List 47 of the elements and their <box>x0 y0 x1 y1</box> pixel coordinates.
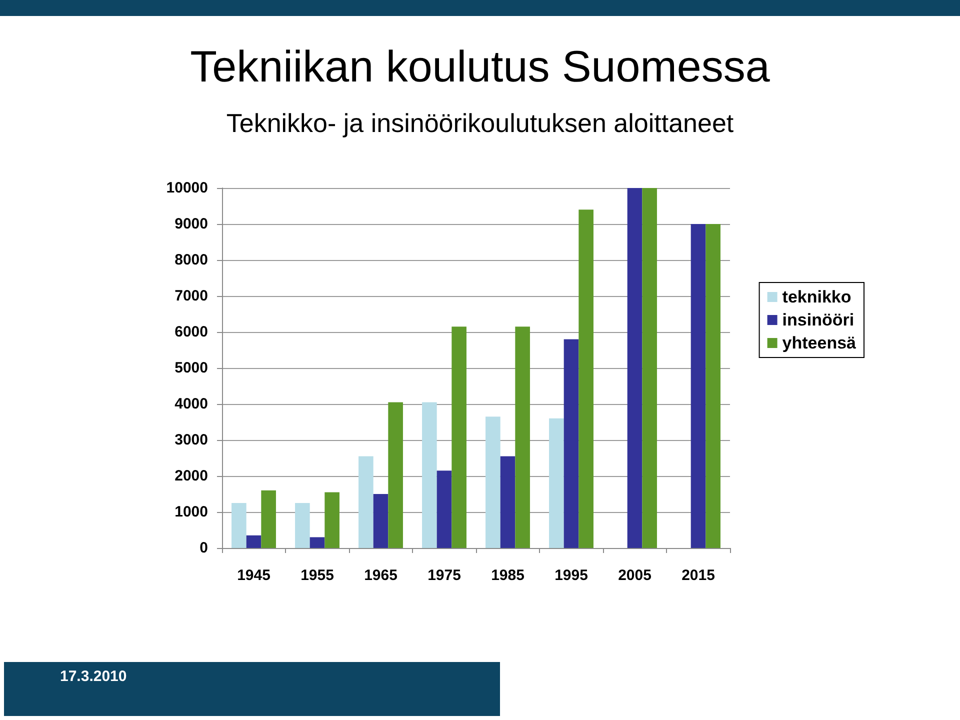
bar <box>578 210 594 548</box>
bar <box>388 402 403 548</box>
y-tick-label: 5000 <box>174 360 208 376</box>
bar <box>310 537 325 548</box>
x-tick-label: 1975 <box>428 567 461 584</box>
chart-title: Tekniikan koulutus Suomessa <box>190 42 770 92</box>
text: 17.3.2010 <box>60 668 127 685</box>
chart-subtitle: Teknikko- ja insinöörikoulutuksen aloittaneet <box>226 108 734 138</box>
y-tick-label: 8000 <box>174 252 208 268</box>
x-tick-label: 1965 <box>364 567 398 584</box>
x-tick-label: 2015 <box>682 567 715 584</box>
y-tick-label: 0 <box>200 540 208 556</box>
bar <box>690 224 706 548</box>
bar <box>358 456 374 548</box>
bar <box>295 503 310 548</box>
legend-label: yhteensä <box>782 334 857 352</box>
y-tick-label: 7000 <box>174 288 208 304</box>
bar <box>452 326 466 548</box>
x-tick-label: 1945 <box>237 567 270 584</box>
bar <box>422 402 437 548</box>
bar <box>500 456 516 548</box>
y-tick-label: 3000 <box>174 432 208 448</box>
bar <box>706 224 720 548</box>
y-tick-label: 2000 <box>174 468 208 484</box>
x-tick-label: 1985 <box>491 567 524 584</box>
x-tick-label: 1955 <box>300 567 334 584</box>
bar <box>564 339 579 548</box>
bar <box>549 418 564 548</box>
bar <box>515 326 530 548</box>
bar <box>232 503 246 548</box>
bar <box>627 188 642 548</box>
y-tick-label: 6000 <box>174 324 208 340</box>
bar <box>373 494 388 548</box>
legend-label: teknikko <box>782 288 852 306</box>
bar <box>642 188 657 548</box>
legend-label: insinööri <box>782 310 854 330</box>
y-tick-label: 10000 <box>166 180 208 196</box>
bar <box>436 470 452 548</box>
bar <box>246 535 262 548</box>
y-tick-label: 1000 <box>174 504 208 520</box>
x-tick-label: 1995 <box>554 567 588 584</box>
bar <box>486 416 500 548</box>
y-tick-label: 9000 <box>174 216 208 232</box>
x-tick-label: 2005 <box>618 567 652 584</box>
bar <box>261 490 276 548</box>
y-tick-label: 4000 <box>174 396 208 412</box>
bar <box>324 492 340 548</box>
